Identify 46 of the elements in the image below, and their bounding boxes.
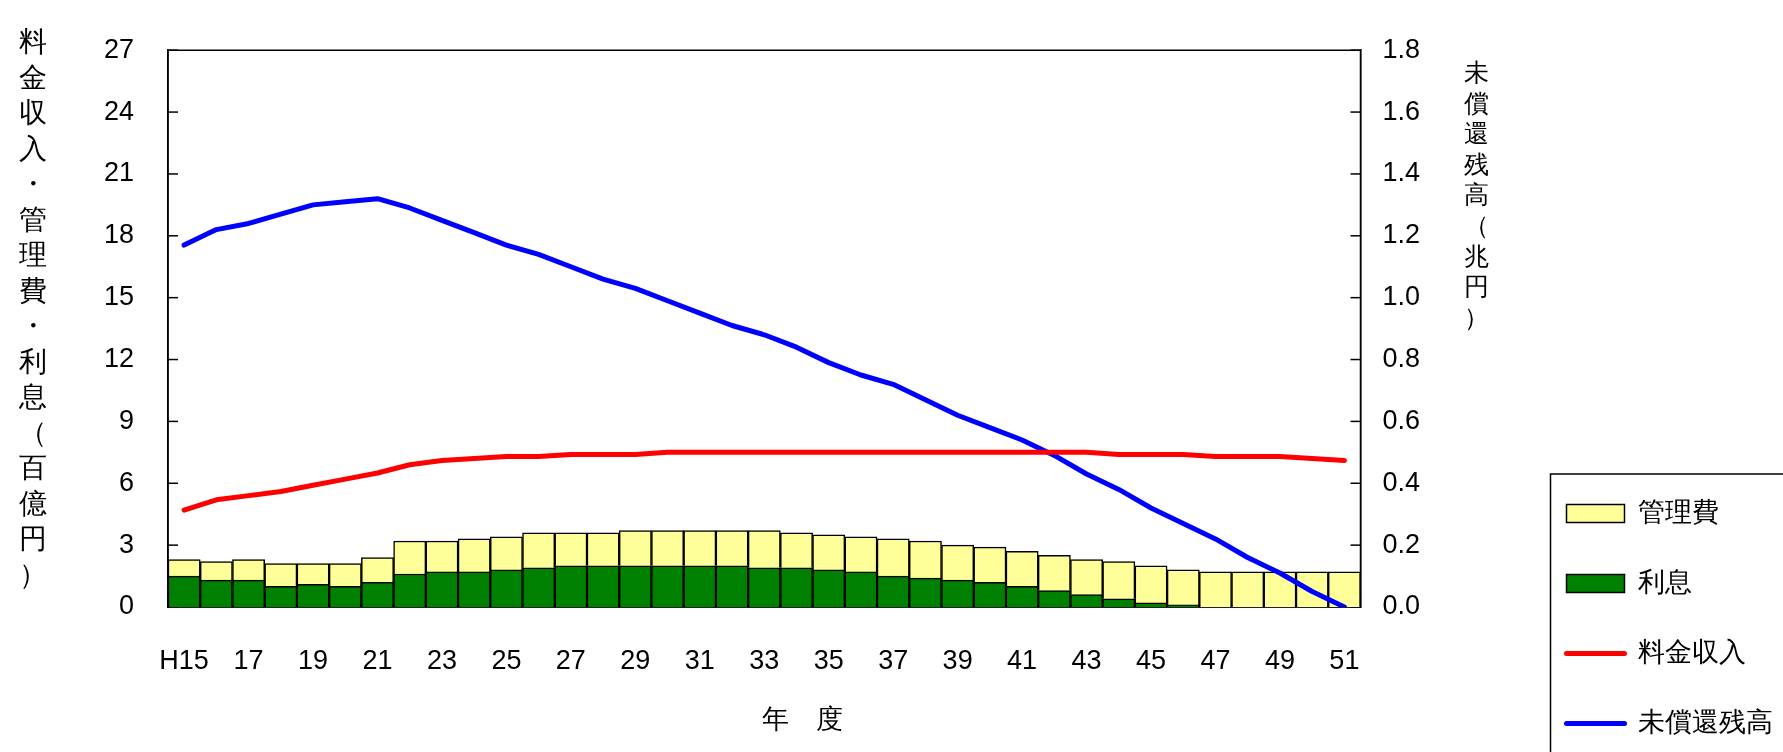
y-tick-label: 6	[118, 466, 134, 497]
y-tick-label: 27	[103, 33, 134, 64]
y-tick-label: 12	[103, 342, 134, 373]
y2-tick-label: 0.0	[1382, 590, 1421, 621]
x-tick-label: 19	[298, 644, 329, 675]
x-tick-label: 23	[426, 644, 457, 675]
y2-tick-label: 0.8	[1382, 342, 1421, 373]
y2-tick-label: 0.4	[1382, 466, 1421, 497]
text: 料金収入・管理費・利息（百億円）	[19, 26, 47, 590]
y2-tick-label: 1.6	[1382, 95, 1421, 126]
y-tick-label: 3	[118, 528, 134, 559]
x-axis-title: 年 度	[761, 703, 843, 736]
y-tick-label: 21	[103, 157, 134, 188]
x-tick-label: 33	[749, 644, 780, 675]
y-tick-label: 9	[118, 404, 134, 435]
x-tick-label: 39	[942, 644, 973, 675]
x-tick-label: 35	[813, 644, 844, 675]
x-tick-label: H15	[159, 644, 209, 675]
x-tick-label: 17	[233, 644, 264, 675]
x-tick-label: 43	[1071, 644, 1102, 675]
y2-tick-label: 1.4	[1382, 157, 1421, 188]
legend-label: 管理費	[1638, 496, 1719, 527]
legend-label: 料金収入	[1638, 636, 1746, 667]
y2-tick-label: 1.2	[1382, 219, 1421, 250]
x-tick-label: 49	[1264, 644, 1295, 675]
x-tick-label: 47	[1200, 644, 1231, 675]
legend-label: 利息	[1638, 566, 1692, 597]
y-tick-label: 0	[118, 590, 134, 621]
y-tick-label: 18	[103, 219, 134, 250]
y-tick-label: 15	[103, 281, 134, 312]
x-tick-label: 37	[878, 644, 909, 675]
y2-tick-label: 1.8	[1382, 33, 1421, 64]
y2-tick-label: 0.2	[1382, 528, 1421, 559]
x-tick-label: 29	[620, 644, 651, 675]
y2-tick-label: 0.6	[1382, 404, 1421, 435]
x-tick-label: 21	[362, 644, 393, 675]
x-tick-label: 51	[1329, 644, 1360, 675]
legend-label: 未償還残高	[1638, 706, 1773, 737]
x-tick-label: 31	[684, 644, 715, 675]
text: 未償還残高（兆円）	[1464, 58, 1489, 331]
x-tick-label: 27	[555, 644, 586, 675]
x-tick-label: 25	[491, 644, 522, 675]
y-tick-label: 24	[103, 95, 134, 126]
x-tick-label: 45	[1135, 644, 1167, 675]
x-tick-label: 41	[1007, 644, 1038, 675]
y2-tick-label: 1.0	[1382, 281, 1421, 312]
